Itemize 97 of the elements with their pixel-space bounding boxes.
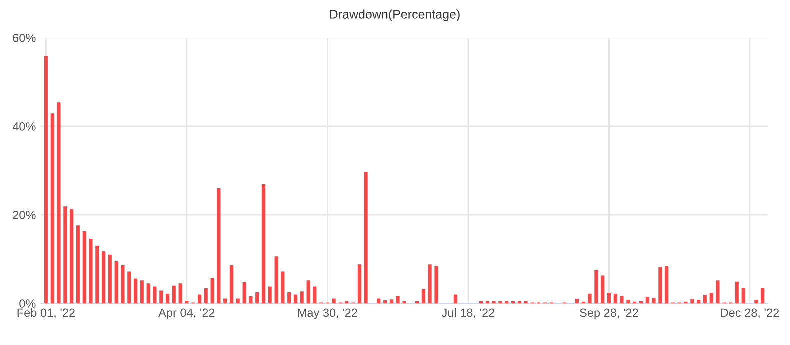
bar (281, 272, 285, 304)
bar (294, 294, 298, 304)
bar (377, 298, 381, 304)
bar (646, 296, 650, 304)
bar (102, 251, 106, 304)
bar (492, 301, 496, 304)
bar (607, 292, 611, 304)
bar (390, 300, 394, 304)
bar (402, 301, 406, 304)
bar (639, 301, 643, 304)
bar (114, 262, 118, 304)
bar (217, 188, 221, 304)
bar (210, 278, 214, 304)
bar (697, 300, 701, 304)
x-tick-label: May 30, '22 (298, 308, 358, 320)
bar (658, 267, 662, 304)
bar (178, 284, 182, 304)
bar (70, 209, 74, 304)
bar (300, 292, 304, 304)
bar (703, 295, 707, 304)
bar (166, 294, 170, 304)
x-tick-label: Sep 28, '22 (580, 308, 638, 320)
y-tick-label: 60% (13, 34, 36, 42)
y-tick-label: 0% (20, 300, 36, 308)
bar (742, 288, 746, 304)
bar (172, 286, 176, 304)
bar (236, 298, 240, 304)
bar (428, 264, 432, 304)
bar (735, 282, 739, 304)
x-tick-label: Jul 18, '22 (442, 308, 495, 319)
bar (262, 184, 266, 304)
bar (505, 301, 509, 304)
bar (620, 296, 624, 304)
bar (57, 102, 61, 304)
bar (313, 286, 317, 304)
bar (274, 256, 278, 304)
bar (64, 206, 68, 304)
bar (242, 282, 246, 304)
bar (416, 301, 420, 304)
bar (268, 286, 272, 304)
bar (575, 299, 579, 304)
bar (761, 288, 765, 304)
y-tick-label: 20% (13, 211, 36, 220)
bar (44, 56, 48, 304)
y-tick-label: 40% (12, 122, 36, 131)
bar (614, 294, 618, 304)
bar (50, 114, 54, 304)
bar (511, 301, 516, 304)
bar (288, 292, 292, 304)
x-tick-label: Dec 28, '22 (721, 308, 780, 319)
bar (204, 288, 208, 304)
bar (434, 266, 438, 304)
x-tick-label: Apr 04, '22 (158, 308, 215, 320)
bar (76, 226, 80, 304)
bar (134, 278, 138, 304)
bar (358, 264, 362, 304)
bar (160, 290, 164, 304)
bar (754, 300, 758, 304)
bar (486, 301, 490, 304)
bar (224, 298, 228, 304)
bar (594, 270, 598, 304)
bar (652, 298, 656, 304)
bar (626, 300, 630, 304)
bar (256, 292, 260, 304)
bar (588, 294, 592, 304)
bar (146, 284, 150, 304)
bar (690, 299, 694, 304)
bar (422, 289, 426, 304)
bar (249, 296, 253, 304)
bar (479, 301, 484, 304)
bar (498, 301, 502, 304)
bar (185, 300, 189, 304)
bar (128, 272, 132, 304)
bar (665, 266, 669, 304)
bar (454, 294, 458, 304)
bar (518, 301, 522, 304)
bar (345, 301, 349, 304)
bar (364, 172, 368, 304)
bar (89, 238, 93, 304)
bar (140, 280, 144, 304)
x-tick-label: Feb 01, '22 (18, 308, 75, 319)
bar (306, 280, 310, 304)
bar (601, 276, 605, 304)
chart-title: Drawdown(Percentage) (330, 10, 460, 22)
bar (153, 286, 157, 304)
bar (710, 292, 714, 304)
bar (96, 246, 100, 304)
bar (384, 300, 388, 304)
bar (230, 266, 234, 304)
bar (108, 254, 112, 304)
bar (716, 280, 720, 304)
bar (82, 231, 86, 304)
bar (198, 294, 202, 304)
bar (524, 301, 528, 304)
bar (332, 298, 336, 304)
bar (396, 296, 400, 304)
bar (121, 266, 125, 304)
